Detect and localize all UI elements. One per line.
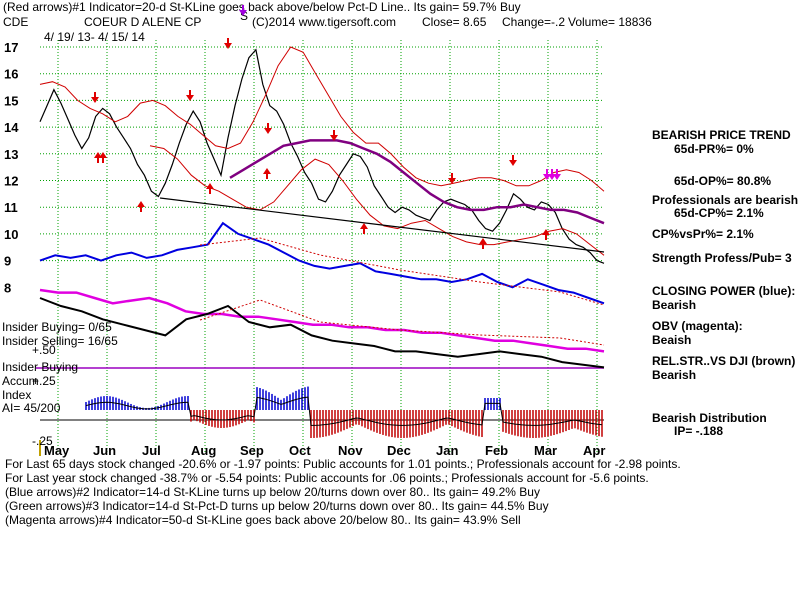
trend-line — [159, 197, 605, 253]
volume-value: Volume= 18836 — [568, 15, 652, 29]
accum-tick-minus25: -.25 — [32, 434, 53, 448]
signal-arrows — [91, 5, 561, 249]
series-lower-band — [149, 145, 605, 256]
buy-arrow — [542, 229, 550, 240]
month-label-apr: Apr — [583, 443, 605, 458]
buy-arrow — [479, 238, 487, 249]
pros-status: Professionals are bearish — [652, 193, 798, 207]
y-tick-label: 15 — [4, 93, 18, 108]
sell-arrow — [91, 92, 99, 103]
sell-arrow — [224, 38, 232, 49]
sell-arrow — [239, 5, 247, 16]
series-closing-power-blue- — [39, 221, 605, 305]
sell-arrow — [186, 90, 194, 101]
marker-s: S — [240, 9, 248, 23]
cp-value: 65d-CP%= 2.1% — [674, 206, 764, 220]
accum-index-bars — [85, 386, 603, 438]
y-tick-label: 11 — [4, 200, 18, 215]
insider-selling-count: Insider Selling= 16/65 — [2, 334, 118, 348]
month-label-may: May — [44, 443, 70, 458]
series-group — [39, 46, 605, 369]
series-rel-str-vs-dji-brown- — [39, 297, 605, 369]
series-price — [39, 48, 605, 264]
month-label-oct: Oct — [289, 443, 311, 458]
insider-buying-label: Insider Buying — [2, 360, 78, 374]
buy-arrow — [137, 201, 145, 212]
obv-label: OBV (magenta): — [652, 319, 743, 333]
accum-tick-plus25: +.25 — [32, 374, 56, 388]
accum-tick-plus50: +.50 — [32, 343, 56, 357]
sell-arrow — [264, 123, 272, 134]
month-label-dec: Dec — [387, 443, 411, 458]
buy-arrow — [360, 223, 368, 234]
sell-arrow — [509, 155, 517, 166]
rs-ma-line — [199, 299, 605, 346]
grid-lines — [40, 40, 604, 454]
month-label-mar: Mar — [534, 443, 557, 458]
footer-line5: (Magenta arrows)#4 Indicator=50-d St-KLi… — [5, 513, 521, 527]
company-name: COEUR D ALENE CP — [84, 15, 201, 29]
cpvspr-value: CP%vsPr%= 2.1% — [652, 227, 754, 241]
op-value: 65d-OP%= 80.8% — [674, 174, 771, 188]
sell-arrow — [448, 173, 456, 184]
y-tick-label: 13 — [4, 147, 18, 162]
month-label-nov: Nov — [338, 443, 363, 458]
relstr-status: Bearish — [652, 368, 696, 382]
month-label-sep: Sep — [240, 443, 264, 458]
closing-power-status: Bearish — [652, 298, 696, 312]
accum-label: Accum — [2, 374, 39, 388]
month-axis: May Jun Jul Aug Sep Oct Nov Dec Jan Feb Mar Apr — [44, 443, 605, 458]
month-label-jan: Jan — [436, 443, 458, 458]
header-line1: (Red arrows)#1 Indicator=20-d St-KLine g… — [3, 0, 521, 14]
series-upper-band — [39, 46, 605, 192]
close-price: Close= 8.65 — [422, 15, 487, 29]
footer-line2: For Last year stock changed -38.7% or -5… — [5, 471, 649, 485]
relstr-label: REL.STR..VS DJI (brown) — [652, 354, 795, 368]
month-label-aug: Aug — [191, 443, 216, 458]
index-label: Index — [2, 388, 31, 402]
obv-status: Beaish — [652, 333, 691, 347]
month-label-jun: Jun — [93, 443, 116, 458]
sell-arrow — [330, 130, 338, 141]
insider-buying-count: Insider Buying= 0/65 — [2, 320, 112, 334]
y-tick-label: 12 — [4, 174, 18, 189]
y-tick-label: 9 — [4, 254, 11, 269]
y-tick-label: 16 — [4, 67, 18, 82]
series-obv-magenta- — [39, 288, 605, 353]
distribution-ip: IP= -.188 — [674, 424, 723, 438]
cp-ma-line — [199, 237, 605, 306]
footer-line4: (Green arrows)#3 Indicator=14-d St-Pct-D… — [5, 499, 549, 513]
change-value: Change=-.2 — [502, 15, 565, 29]
y-tick-label: 8 — [4, 280, 11, 295]
month-label-jul: Jul — [142, 443, 161, 458]
pr-value: 65d-PR%= 0% — [674, 142, 754, 156]
y-tick-label: 17 — [4, 40, 18, 55]
buy-arrow — [206, 183, 214, 194]
month-label-feb: Feb — [485, 443, 508, 458]
strength-value: Strength Profess/Pub= 3 — [652, 251, 792, 265]
y-tick-label: 10 — [4, 227, 18, 242]
buy-arrow — [263, 168, 271, 179]
sell-arrow — [553, 169, 561, 180]
footer-line1: For Last 65 days stock changed -20.6% or… — [5, 457, 681, 471]
trend-title: BEARISH PRICE TREND — [652, 128, 791, 142]
ticker: CDE — [3, 15, 28, 29]
y-tick-label: 14 — [4, 120, 19, 135]
date-range: 4/ 19/ 13- 4/ 15/ 14 — [44, 30, 145, 44]
distribution-label: Bearish Distribution — [652, 411, 767, 425]
series-moving-average — [229, 139, 605, 225]
copyright: (C)2014 www.tigersoft.com — [252, 15, 396, 29]
footer-line3: (Blue arrows)#2 Indicator=14-d St-KLine … — [5, 485, 540, 499]
accum-index-line — [85, 396, 603, 426]
y-axis: 17 16 15 14 13 12 11 10 9 8 — [4, 40, 19, 295]
buy-arrow — [94, 152, 102, 163]
closing-power-label: CLOSING POWER (blue): — [652, 284, 795, 298]
ai-value: AI= 45/200 — [2, 401, 61, 415]
